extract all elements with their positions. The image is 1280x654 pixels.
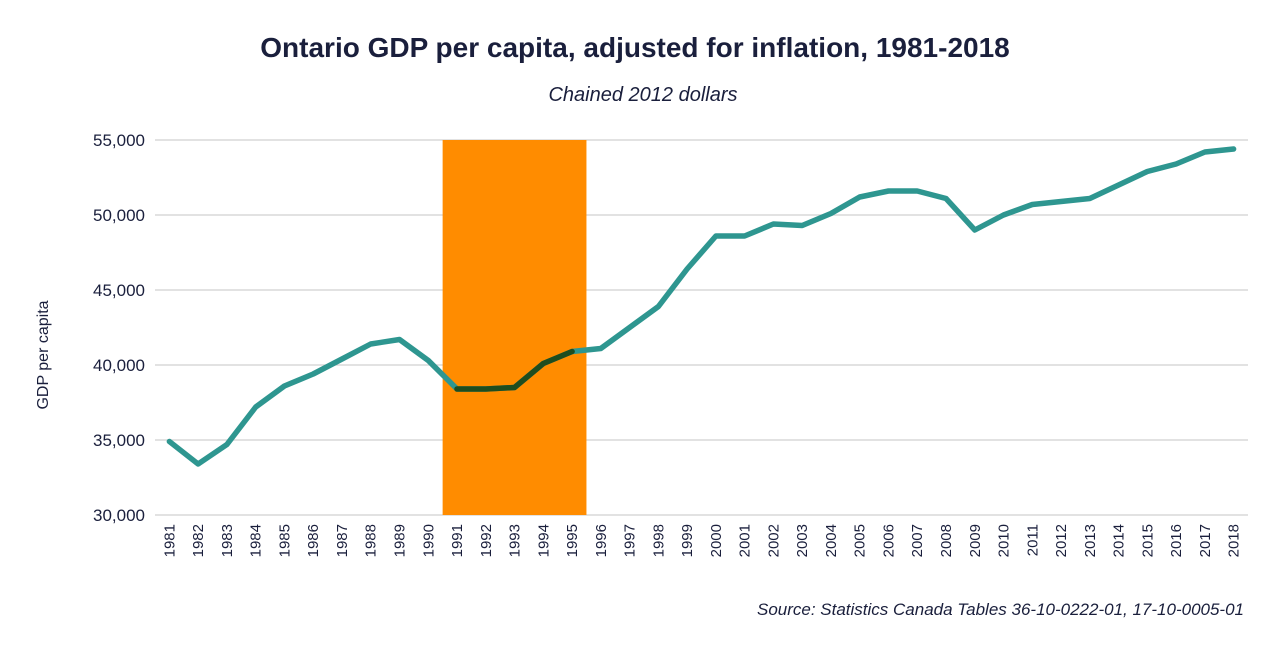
x-tick-label: 1981 xyxy=(161,524,178,557)
x-tick-label: 1985 xyxy=(276,524,293,557)
x-tick-label: 2013 xyxy=(1082,524,1099,557)
y-tick-label: 35,000 xyxy=(93,431,145,450)
y-tick-label: 50,000 xyxy=(93,206,145,225)
x-tick-label: 1986 xyxy=(305,524,322,557)
x-tick-label: 1997 xyxy=(622,524,639,557)
x-tick-label: 2004 xyxy=(823,524,840,557)
x-tick-label: 2001 xyxy=(737,524,754,557)
chart-subtitle: Chained 2012 dollars xyxy=(548,84,737,106)
x-tick-label: 1993 xyxy=(507,524,524,557)
source-note: Source: Statistics Canada Tables 36-10-0… xyxy=(757,600,1244,619)
x-tick-label: 2011 xyxy=(1024,524,1041,556)
y-tick-label: 55,000 xyxy=(93,131,145,150)
series-line-highlighted-segment xyxy=(454,348,575,392)
highlight-rect xyxy=(442,140,587,515)
x-axis-tick-labels: 1981 1982 1983 1984 1985 1986 1987 1988 1989 1990… xyxy=(161,524,1242,557)
y-axis-label: GDP per capita xyxy=(35,300,52,409)
x-tick-label: 1991 xyxy=(449,524,466,557)
x-tick-label: 1994 xyxy=(535,524,552,557)
x-tick-label: 1984 xyxy=(248,524,265,557)
x-tick-label: 1990 xyxy=(420,524,437,557)
x-tick-label: 1983 xyxy=(219,524,236,557)
y-tick-label: 30,000 xyxy=(93,506,145,525)
x-tick-label: 2005 xyxy=(852,524,869,557)
x-tick-label: 2000 xyxy=(708,524,725,557)
x-tick-label: 2014 xyxy=(1111,524,1128,557)
x-tick-label: 2012 xyxy=(1053,524,1070,557)
x-tick-label: 1982 xyxy=(190,524,207,557)
x-tick-label: 1988 xyxy=(363,524,380,557)
y-tick-label: 45,000 xyxy=(93,281,145,300)
highlight-band xyxy=(442,140,587,515)
x-tick-label: 2017 xyxy=(1197,524,1214,557)
x-tick-label: 2007 xyxy=(909,524,926,557)
x-tick-label: 2003 xyxy=(794,524,811,557)
x-tick-label: 2010 xyxy=(996,524,1013,557)
y-axis-tick-labels: 30,000 35,000 40,000 45,000 50,000 55,000 xyxy=(93,131,145,525)
x-tick-label: 2015 xyxy=(1139,524,1156,557)
x-tick-label: 1989 xyxy=(391,524,408,557)
x-tick-label: 1996 xyxy=(593,524,610,557)
x-tick-label: 2008 xyxy=(938,524,955,557)
x-tick-label: 2006 xyxy=(880,524,897,557)
x-tick-label: 1995 xyxy=(564,524,581,557)
x-tick-label: 1998 xyxy=(650,524,667,557)
series-line xyxy=(166,146,1237,467)
x-tick-label: 1999 xyxy=(679,524,696,557)
x-tick-label: 2018 xyxy=(1226,524,1243,557)
gridlines xyxy=(155,139,1248,516)
x-tick-label: 2016 xyxy=(1168,524,1185,557)
x-tick-label: 1992 xyxy=(478,524,495,557)
chart-title: Ontario GDP per capita, adjusted for inf… xyxy=(260,32,1009,63)
y-tick-label: 40,000 xyxy=(93,356,145,375)
x-tick-label: 2009 xyxy=(967,524,984,557)
x-tick-label: 1987 xyxy=(334,524,351,557)
x-tick-label: 2002 xyxy=(765,524,782,557)
series-lines xyxy=(166,146,1237,467)
